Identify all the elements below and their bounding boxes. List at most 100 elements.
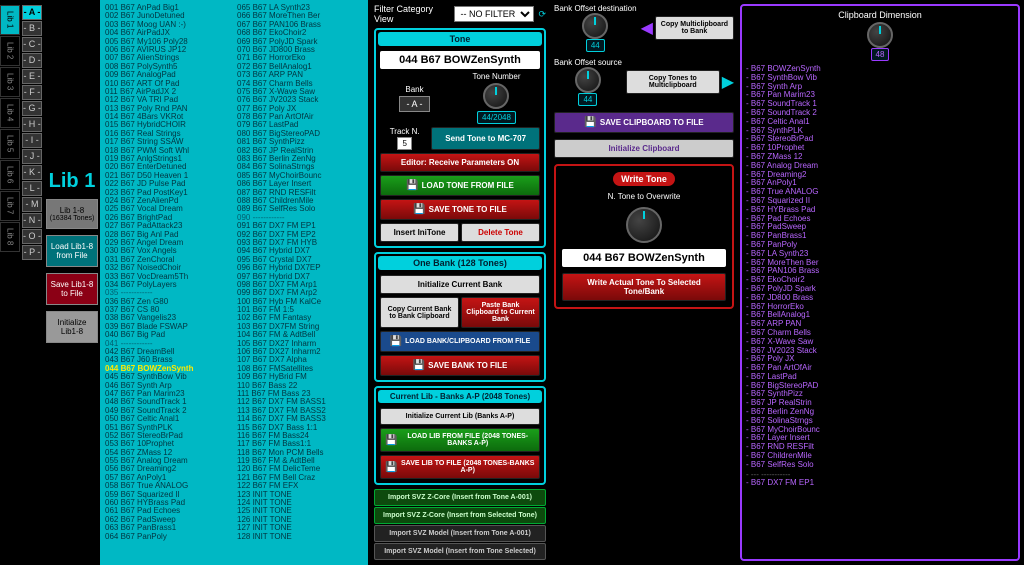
bank-letter-button[interactable]: - B - [22,21,42,36]
bank-letter-button[interactable]: - E - [22,69,42,84]
tone-item[interactable]: 035 ------------ [104,289,232,297]
tone-number-knob[interactable] [483,83,509,109]
tone-item[interactable]: 119 B67 FM & AdtBell [236,457,364,465]
lib-tab[interactable]: Lib 6 [0,160,20,190]
tone-item[interactable]: 025 B67 Vocal Dream [104,205,232,213]
tone-item[interactable]: 114 B67 DX7 FM BASS3 [236,415,364,423]
delete-tone-button[interactable]: Delete Tone [461,223,540,242]
save-lib18-button[interactable]: Save Lib1-8 to File [46,273,98,305]
bank-letter-button[interactable]: - G - [22,101,42,116]
tone-item[interactable]: 020 B67 EnterDetuned [104,163,232,171]
bank-letter-button[interactable]: - K - [22,165,42,180]
tone-item[interactable]: 003 B67 Moog UAN :-) [104,21,232,29]
tone-item[interactable]: 122 B67 FM EFX [236,482,364,490]
tone-item[interactable]: 044 B67 BOWZenSynth [104,365,232,373]
tone-item[interactable]: 006 B67 AVIRUS JP12 [104,46,232,54]
clipboard-item[interactable]: - B67 DX7 FM EP1 [746,479,1014,488]
tone-item[interactable]: 110 B67 Bass 22 [236,382,364,390]
tone-item[interactable]: 087 B67 RND RESFilt [236,189,364,197]
tone-item[interactable]: 106 B67 DX27 Inharm2 [236,348,364,356]
tone-item[interactable]: 059 B67 Squarized II [104,491,232,499]
load-bank-button[interactable]: LOAD BANK/CLIPBOARD FROM FILE [380,331,540,352]
bank-letter-button[interactable]: - O - [22,229,42,244]
tone-item[interactable]: 079 B67 LastPad [236,121,364,129]
tone-item[interactable]: 068 B67 EkoChoir2 [236,29,364,37]
tone-item[interactable]: 109 B67 HyBrid FM [236,373,364,381]
tone-item[interactable]: 051 B67 SynthPLK [104,424,232,432]
init-bank-button[interactable]: Initialize Current Bank [380,275,540,294]
tone-item[interactable]: 095 B67 Crystal DX7 [236,256,364,264]
tone-item[interactable]: 112 B67 DX7 FM BASS1 [236,398,364,406]
tone-item[interactable]: 077 B67 Poly JX [236,105,364,113]
tone-item[interactable]: 118 B67 Mon PCM Bells [236,449,364,457]
load-lib18-button[interactable]: Load Lib1-8 from File [46,235,98,267]
tone-item[interactable]: 084 B67 SolinaStrngs [236,163,364,171]
bank-letter-button[interactable]: - M - [22,197,42,212]
tone-item[interactable]: 011 B67 AirPadJX 2 [104,88,232,96]
tone-item[interactable]: 045 B67 SynthBow Vib [104,373,232,381]
send-tone-button[interactable]: Send Tone to MC-707 [431,127,540,150]
tone-item[interactable]: 100 B67 Hyb FM KalCe [236,298,364,306]
save-lib-button[interactable]: SAVE LIB TO FILE (2048 TONES-BANKS A-P) [380,455,540,479]
paste-bank-button[interactable]: Paste Bank Clipboard to Current Bank [461,297,540,328]
tone-item[interactable]: 012 B67 VA TRI Pad [104,96,232,104]
tone-item[interactable]: 050 B67 Celtic Anal1 [104,415,232,423]
tone-item[interactable]: 023 B67 Pad PostKey1 [104,189,232,197]
tone-item[interactable]: 041 ------------ [104,340,232,348]
tone-item[interactable]: 052 B67 StereoBrPad [104,432,232,440]
tone-item[interactable]: 055 B67 Analog Dream [104,457,232,465]
lib-tab[interactable]: Lib 5 [0,129,20,159]
tone-item[interactable]: 120 B67 FM DelicTeme [236,465,364,473]
tone-item[interactable]: 123 INIT TONE [236,491,364,499]
clipboard-item[interactable]: - B67 SelfRes Solo [746,461,1014,470]
tone-item[interactable]: 069 B67 PolyJD Spark [236,38,364,46]
tone-item[interactable]: 098 B67 DX7 FM Arp1 [236,281,364,289]
tone-item[interactable]: 074 B67 Charm Bells [236,80,364,88]
save-bank-button[interactable]: SAVE BANK TO FILE [380,355,540,376]
tone-item[interactable]: 039 B67 Blade FSWAP [104,323,232,331]
tone-item[interactable]: 125 INIT TONE [236,507,364,515]
editor-receive-button[interactable]: Editor: Receive Parameters ON [380,153,540,172]
tone-item[interactable]: 022 B67 JD Pulse Pad [104,180,232,188]
tone-item[interactable]: 082 B67 JP RealStrin [236,147,364,155]
tone-item[interactable]: 036 B67 Zen G80 [104,298,232,306]
tone-item[interactable]: 062 B67 PadSweep [104,516,232,524]
tone-item[interactable]: 104 B67 FM & AdtBell [236,331,364,339]
tone-item[interactable]: 019 B67 AnlgStrings1 [104,155,232,163]
lib-tab[interactable]: Lib 4 [0,98,20,128]
overwrite-knob[interactable] [626,207,662,243]
import-svz-button[interactable]: Import SVZ Z-Core (Insert from Selected … [374,507,546,524]
tone-item[interactable]: 066 B67 MoreThen Ber [236,12,364,20]
tone-item[interactable]: 080 B67 BigStereoPAD [236,130,364,138]
copy-tones-to-clipboard-button[interactable]: Copy Tones to Multiclipboard [626,70,720,94]
tone-item[interactable]: 097 B67 Hybrid DX7 [236,273,364,281]
tone-item[interactable]: 103 B67 DX7FM String [236,323,364,331]
lib-tab[interactable]: Lib 7 [0,191,20,221]
load-tone-button[interactable]: LOAD TONE FROM FILE [380,175,540,196]
tone-item[interactable]: 030 B67 Vox Angels [104,247,232,255]
tone-item[interactable]: 115 B67 DX7 Bass 1:1 [236,424,364,432]
tone-item[interactable]: 094 B67 Hybrid DX7 [236,247,364,255]
tone-item[interactable]: 054 B67 ZMass 12 [104,449,232,457]
tone-item[interactable]: 007 B67 AlienStrings [104,54,232,62]
import-svz-button[interactable]: Import SVZ Model (Insert from Tone A-001… [374,525,546,542]
import-svz-button[interactable]: Import SVZ Model (Insert from Tone Selec… [374,543,546,560]
tone-item[interactable]: 085 B67 MyChoirBounc [236,172,364,180]
tone-item[interactable]: 009 B67 AnalogPad [104,71,232,79]
tone-item[interactable]: 034 B67 PolyLayers [104,281,232,289]
tone-item[interactable]: 067 B67 PAN106 Brass [236,21,364,29]
bank-value-button[interactable]: - A - [399,96,429,112]
tone-item[interactable]: 024 B67 ZenAlienPd [104,197,232,205]
offset-dest-knob[interactable] [582,13,608,39]
tone-item[interactable]: 075 B67 X-Wave Saw [236,88,364,96]
tone-item[interactable]: 032 B67 NoisedChoir [104,264,232,272]
tone-item[interactable]: 099 B67 DX7 FM Arp2 [236,289,364,297]
tone-item[interactable]: 057 B67 AnPoly1 [104,474,232,482]
copy-bank-button[interactable]: Copy Current Bank to Bank Clipboard [380,297,459,328]
tone-item[interactable]: 065 B67 LA Synth23 [236,4,364,12]
tone-item[interactable]: 091 B67 DX7 FM EP1 [236,222,364,230]
tone-item[interactable]: 072 B67 BellAnalog1 [236,63,364,71]
tone-item[interactable]: 026 B67 BrightPad [104,214,232,222]
tone-item[interactable]: 037 B67 CS 80 [104,306,232,314]
tone-item[interactable]: 083 B67 Berlin ZenNg [236,155,364,163]
